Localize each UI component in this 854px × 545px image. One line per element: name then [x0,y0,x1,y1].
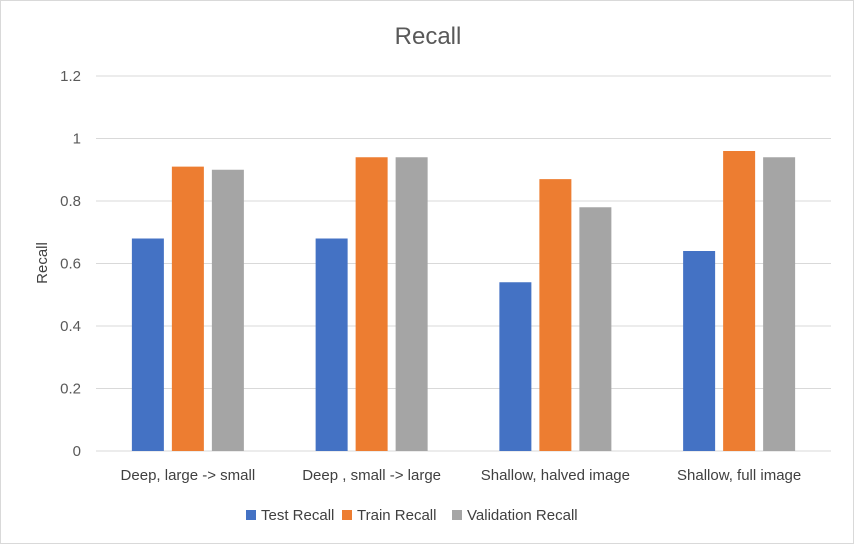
legend-swatch [452,510,462,520]
category-labels: Deep, large -> small Deep , small -> larg… [121,467,802,484]
bar-validation-recall [763,157,796,451]
legend-swatch [246,510,256,520]
y-tick-label: 0 [73,443,81,460]
category-label: Shallow, full image [677,467,801,484]
y-tick-label: 0.8 [60,193,81,210]
y-tick-label: 0.2 [60,381,81,398]
bar-test-recall [315,238,348,451]
y-tick-label: 1 [73,131,81,148]
category-label: Deep, large -> small [121,467,256,484]
bar-test-recall [131,238,164,451]
category-label: Shallow, halved image [481,467,630,484]
legend: Test Recall Train Recall Validation Recall [246,507,578,524]
legend-item: Validation Recall [452,507,578,524]
y-tick-label: 1.2 [60,68,81,85]
bar-test-recall [499,282,532,451]
bar-train-recall [723,151,756,451]
legend-item: Train Recall [342,507,436,524]
bar-train-recall [171,166,204,451]
category-label: Deep , small -> large [302,467,441,484]
bar-validation-recall [211,169,244,451]
y-tick-label: 0.4 [60,318,81,335]
bar-train-recall [539,179,572,451]
chart-title: Recall [395,23,462,50]
legend-label: Train Recall [357,507,436,524]
bar-train-recall [355,157,388,451]
legend-label: Validation Recall [467,507,578,524]
y-tick-labels: 0 0.2 0.4 0.6 0.8 1 1.2 [60,68,81,460]
y-tick-label: 0.6 [60,256,81,273]
bar-test-recall [683,251,716,451]
bars [131,151,796,451]
legend-item: Test Recall [246,507,334,524]
y-axis-label: Recall [34,242,51,284]
legend-label: Test Recall [261,507,334,524]
bar-validation-recall [579,207,612,451]
bar-validation-recall [395,157,428,451]
legend-swatch [342,510,352,520]
gridlines [96,75,831,452]
